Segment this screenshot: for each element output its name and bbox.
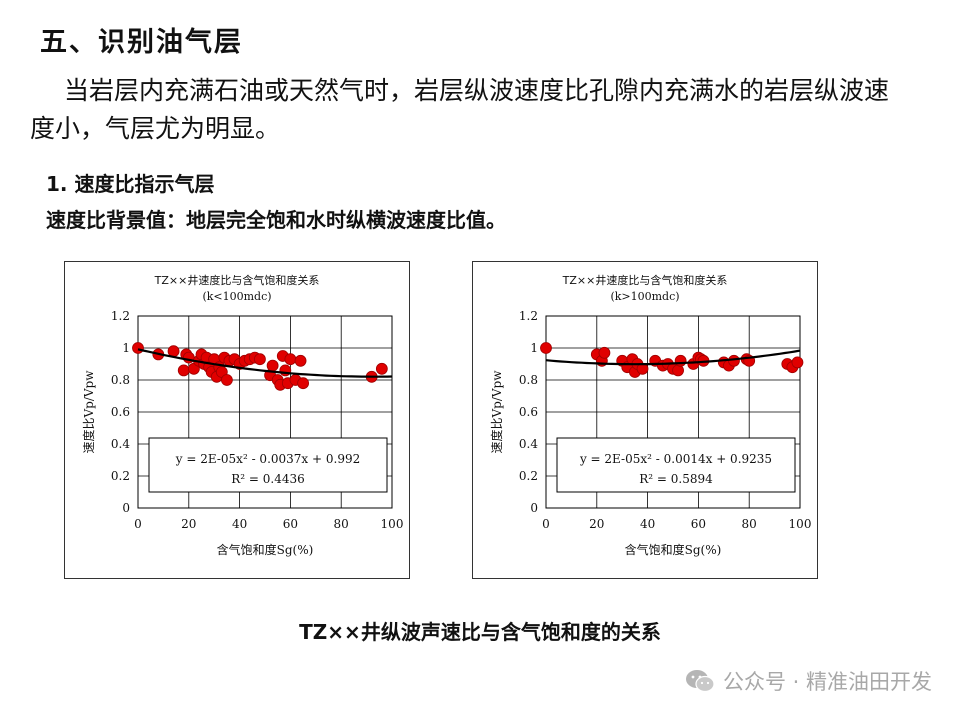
y-tick-label: 1 [530, 341, 538, 355]
x-tick-label: 60 [283, 517, 298, 531]
y-tick-label: 0.2 [111, 469, 130, 483]
y-tick-label: 0.6 [111, 405, 130, 419]
data-point [254, 353, 266, 366]
chart-low-permeability: TZ××井速度比与含气饱和度关系 (k<100mdc) 0 20 40 60 80 100 0 0… [64, 261, 410, 579]
data-point [674, 354, 687, 367]
x-axis-label: 含气饱和度Sg(%) [625, 542, 722, 557]
data-point [220, 374, 233, 386]
equation-box [556, 437, 796, 493]
data-point [728, 354, 740, 367]
chart-high-permeability: TZ××井速度比与含气饱和度关系 (k>100mdc) 0 20 40 60 80 100 0 0… [472, 261, 818, 579]
subheading-velocity-ratio: 1. 速度比指示气层 [46, 172, 215, 196]
y-tick-label: 0 [530, 501, 538, 515]
equation-box [148, 437, 388, 493]
figure-caption: TZ××井纵波声速比与含气饱和度的关系 [299, 620, 661, 644]
section-heading: 五、识别油气层 [40, 27, 243, 58]
y-axis-label: 速度比Vp/Vpw [489, 370, 504, 454]
y-tick-label: 1 [122, 341, 130, 355]
data-point [294, 354, 307, 367]
chart-svg: TZ××井速度比与含气饱和度关系 (k>100mdc) 0 20 40 60 80 100 0 0… [489, 273, 812, 557]
data-point [132, 342, 144, 354]
y-tick-label: 0.8 [519, 373, 538, 387]
x-axis-label: 含气饱和度Sg(%) [217, 542, 314, 557]
trend-line [545, 349, 801, 366]
chart-title: TZ××井速度比与含气饱和度关系 [154, 273, 320, 287]
y-tick-label: 0.6 [519, 405, 538, 419]
x-tick-label: 100 [381, 517, 404, 531]
intro-paragraph: 当岩层内充满石油或天然气时，岩层纵波速度比孔隙内充满水的岩层纵波速度小，气层尤为… [30, 76, 890, 143]
watermark: 公众号 · 精准油田开发 [685, 666, 932, 696]
x-tick-label: 80 [742, 517, 757, 531]
watermark-text: 公众号 · 精准油田开发 [722, 670, 932, 694]
data-point [266, 359, 279, 372]
subheading-background-value: 速度比背景值：地层完全饱和水时纵横波速度比值。 [46, 208, 506, 232]
chart-subtitle: (k>100mdc) [610, 290, 679, 303]
trend-line [137, 348, 393, 378]
x-tick-label: 0 [134, 517, 142, 531]
x-tick-label: 100 [789, 517, 812, 531]
x-tick-label: 20 [181, 517, 196, 531]
r-squared-label: R² = 0.4436 [231, 472, 305, 486]
x-tick-label: 40 [640, 517, 655, 531]
y-tick-label: 1.2 [519, 309, 538, 323]
x-tick-label: 60 [691, 517, 706, 531]
y-axis-label: 速度比Vp/Vpw [81, 370, 96, 454]
chart-title: TZ××井速度比与含气饱和度关系 [562, 273, 728, 287]
wechat-icon [685, 670, 715, 693]
data-point [540, 342, 552, 354]
y-tick-label: 0.2 [519, 469, 538, 483]
data-point [297, 377, 310, 390]
data-point [375, 362, 388, 375]
r-squared-label: R² = 0.5894 [639, 472, 713, 486]
trendline-equation: y = 2E-05x² - 0.0037x + 0.992 [175, 452, 360, 466]
data-point [598, 346, 611, 359]
data-point [284, 353, 297, 366]
x-tick-label: 80 [334, 517, 349, 531]
trendline-equation: y = 2E-05x² - 0.0014x + 0.9235 [579, 452, 772, 466]
chart-subtitle: (k<100mdc) [202, 290, 271, 303]
data-point [177, 364, 190, 377]
y-tick-label: 0.8 [111, 373, 130, 387]
chart-svg: TZ××井速度比与含气饱和度关系 (k<100mdc) 0 20 40 60 80 100 0 0… [81, 273, 404, 557]
x-tick-label: 20 [589, 517, 604, 531]
y-tick-label: 0.4 [519, 437, 538, 451]
x-tick-label: 0 [542, 517, 550, 531]
y-tick-label: 1.2 [111, 309, 130, 323]
y-tick-label: 0.4 [111, 437, 130, 451]
y-tick-label: 0 [122, 501, 130, 515]
x-tick-label: 40 [232, 517, 247, 531]
data-point [791, 356, 804, 369]
